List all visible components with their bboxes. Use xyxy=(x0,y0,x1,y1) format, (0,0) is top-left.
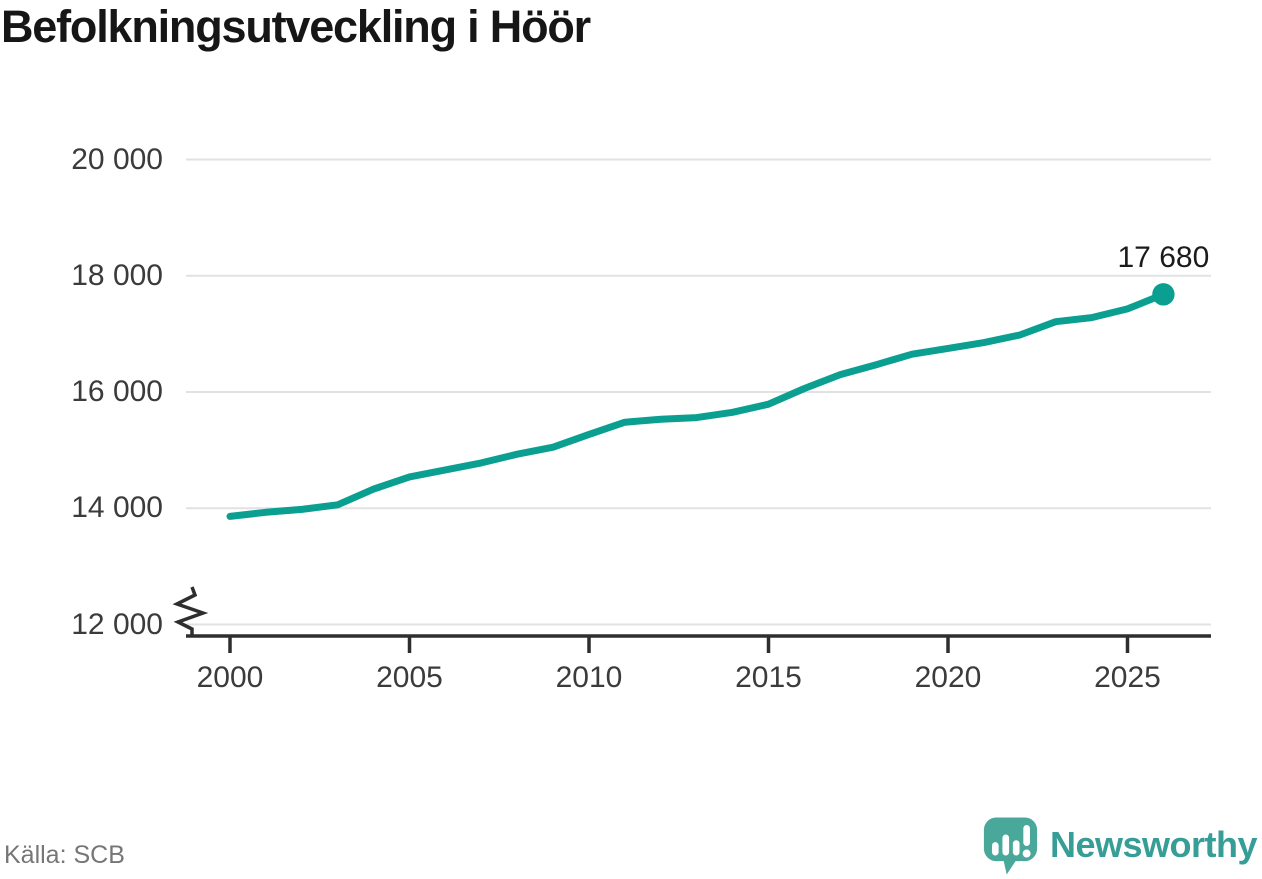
chart-title: Befolkningsutveckling i Höör xyxy=(1,1,591,52)
x-axis-label: 2005 xyxy=(376,661,443,694)
end-value-label: 17 680 xyxy=(1117,241,1210,274)
y-axis-label: 18 000 xyxy=(71,258,163,292)
population-series-line xyxy=(226,290,1167,520)
gridlines xyxy=(186,158,1211,626)
newsworthy-bubble-chart-icon xyxy=(983,817,1038,875)
x-axis-ticks xyxy=(228,636,1130,653)
y-axis-label: 14 000 xyxy=(71,491,163,525)
axis-break-zigzag-icon xyxy=(172,586,209,637)
brand-name: Newsworthy xyxy=(1049,824,1258,865)
x-axis-label: 2020 xyxy=(914,661,982,694)
x-axis-label: 2025 xyxy=(1094,661,1161,694)
x-axis-label: 2000 xyxy=(196,661,264,694)
newsworthy-logo: Newsworthy xyxy=(982,815,1258,875)
latest-point-marker xyxy=(1152,283,1175,306)
y-axis-label: 16 000 xyxy=(71,375,163,408)
y-axis-label: 20 000 xyxy=(71,142,163,176)
source-label: Källa: SCB xyxy=(4,841,125,869)
x-axis-label: 2015 xyxy=(735,661,802,694)
y-axis-label: 12 000 xyxy=(71,607,163,641)
x-axis-label: 2010 xyxy=(555,661,623,694)
